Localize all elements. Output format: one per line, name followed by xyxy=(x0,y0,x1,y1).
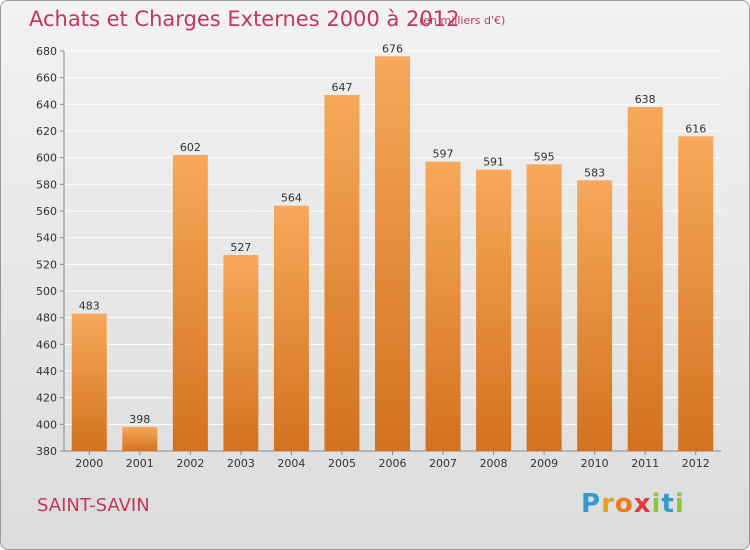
x-tick-label: 2003 xyxy=(227,457,255,470)
x-tick-label: 2000 xyxy=(75,457,103,470)
y-tick-label: 660 xyxy=(36,72,57,85)
logo-letter: i xyxy=(674,489,685,519)
bar xyxy=(375,56,410,451)
y-tick-label: 640 xyxy=(36,98,57,111)
bar xyxy=(223,255,259,451)
x-tick-label: 2007 xyxy=(429,457,457,470)
y-tick-label: 540 xyxy=(36,232,57,245)
proxiti-logo: Proxiti xyxy=(581,489,685,519)
bar xyxy=(526,164,562,452)
data-label: 616 xyxy=(685,122,706,135)
data-label: 597 xyxy=(433,148,454,161)
y-tick-label: 380 xyxy=(36,445,57,458)
y-tick-label: 600 xyxy=(36,152,57,165)
data-label: 564 xyxy=(281,192,302,205)
y-tick-label: 580 xyxy=(36,178,57,191)
x-tick-label: 2002 xyxy=(176,457,204,470)
y-tick-label: 460 xyxy=(36,338,57,351)
bar xyxy=(122,427,158,451)
y-tick-label: 500 xyxy=(36,285,57,298)
data-label: 595 xyxy=(534,150,555,163)
x-tick-label: 2009 xyxy=(530,457,558,470)
bar xyxy=(577,180,613,452)
x-tick-label: 2011 xyxy=(631,457,659,470)
bar xyxy=(172,155,208,451)
bar xyxy=(324,95,360,451)
data-label: 483 xyxy=(79,300,100,313)
chart-title: Achats et Charges Externes 2000 à 2012 xyxy=(29,7,460,31)
bar xyxy=(476,169,512,451)
x-tick-label: 2001 xyxy=(126,457,154,470)
x-tick-label: 2005 xyxy=(328,457,356,470)
logo-letter: x xyxy=(633,489,652,519)
bar xyxy=(678,136,714,452)
bar xyxy=(425,161,461,451)
x-tick-label: 2010 xyxy=(581,457,609,470)
logo-letter: o xyxy=(614,489,634,519)
data-label: 527 xyxy=(230,241,251,254)
data-label: 676 xyxy=(382,42,403,55)
x-tick-label: 2012 xyxy=(682,457,710,470)
data-label: 602 xyxy=(180,141,201,154)
place-name: SAINT-SAVIN xyxy=(37,495,150,516)
y-tick-label: 520 xyxy=(36,258,57,271)
y-tick-label: 480 xyxy=(36,312,57,325)
bar xyxy=(273,205,309,451)
logo-letter: t xyxy=(661,489,675,519)
bar xyxy=(627,107,663,451)
chart-subtitle: (en milliers d'€) xyxy=(419,14,506,27)
y-tick-label: 680 xyxy=(36,45,57,58)
y-tick-label: 400 xyxy=(36,418,57,431)
bar xyxy=(71,313,107,451)
logo-letter: i xyxy=(651,489,662,519)
data-label: 591 xyxy=(483,156,504,169)
y-tick-label: 440 xyxy=(36,365,57,378)
x-tick-label: 2008 xyxy=(480,457,508,470)
data-label: 647 xyxy=(331,81,352,94)
y-tick-label: 620 xyxy=(36,125,57,138)
x-tick-label: 2006 xyxy=(379,457,407,470)
logo-letter: r xyxy=(601,489,615,519)
x-tick-label: 2004 xyxy=(277,457,305,470)
data-label: 583 xyxy=(584,166,605,179)
data-label: 638 xyxy=(635,93,656,106)
y-tick-label: 420 xyxy=(36,392,57,405)
logo-letter: P xyxy=(581,489,602,519)
data-label: 398 xyxy=(129,413,150,426)
y-tick-label: 560 xyxy=(36,205,57,218)
